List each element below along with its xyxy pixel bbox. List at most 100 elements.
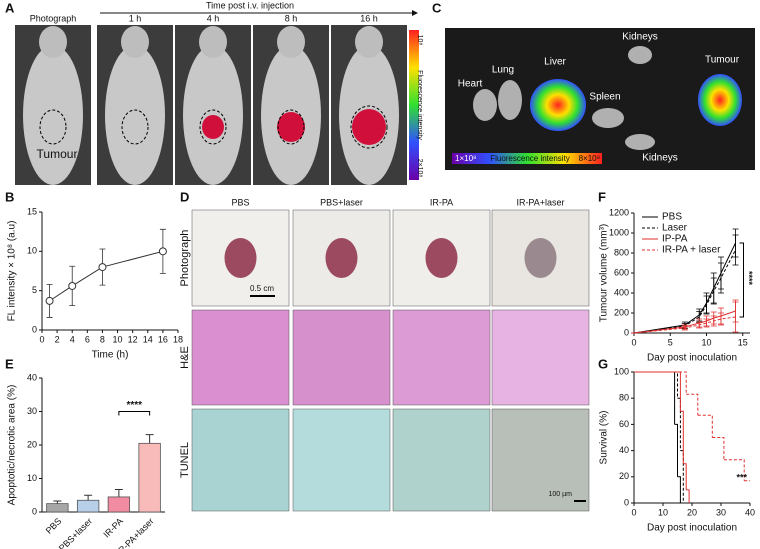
significance-bracket	[118, 411, 151, 416]
layout	[15, 25, 755, 512]
mouse-head	[121, 26, 149, 58]
error-bar	[710, 315, 717, 327]
y-tick-label: 0	[624, 497, 629, 507]
organ	[628, 46, 652, 64]
column-label: IR-PA+laser	[516, 197, 564, 207]
annotation: ***	[736, 472, 747, 482]
series-line	[633, 249, 736, 334]
tumour-outline	[350, 105, 388, 149]
mouse-head	[277, 26, 305, 58]
column-label: PBS	[231, 197, 249, 207]
x-tick-label: 10	[113, 334, 123, 344]
x-tick-label: 16	[158, 334, 168, 344]
x-tick-label: PBS+laser	[57, 516, 94, 549]
panel-label: D	[180, 189, 189, 204]
organ	[530, 79, 586, 131]
x-tick-label: 30	[716, 507, 726, 517]
organ	[498, 80, 522, 120]
error-bar	[114, 489, 123, 497]
y-tick-label: 80	[619, 393, 629, 403]
y-tick-label: 400	[614, 287, 629, 297]
fluorescence	[352, 109, 386, 145]
colorbar	[409, 30, 419, 180]
fluorescence	[202, 115, 224, 139]
colorbar-bottom: 2×10⁸	[416, 159, 423, 178]
y-tick-label: 0	[624, 327, 629, 337]
mouse-head	[199, 26, 227, 58]
x-tick-label: 18	[173, 334, 183, 344]
step-segment	[674, 423, 678, 477]
tumour-outline	[199, 109, 227, 145]
x-tick-label: 4	[70, 334, 75, 344]
organ-label: Spleen	[589, 92, 620, 103]
bar	[46, 503, 69, 513]
x-tick-label: 15	[738, 337, 748, 347]
mouse-head	[355, 26, 383, 58]
legend-label: IP-PA	[662, 234, 688, 245]
y-axis-label: Apoptotic/necrotic area (%)	[7, 385, 18, 506]
scale-bar-label: 100 µm	[549, 491, 573, 498]
colorbar-title: Fluorescence intensity	[490, 154, 570, 163]
time-label: 8 h	[285, 13, 298, 23]
time-label: 4 h	[207, 13, 220, 23]
step-segment	[712, 437, 725, 460]
error-bar	[703, 295, 710, 315]
y-axis-label: Tumour volume (mm³)	[599, 224, 610, 323]
error-bar	[732, 301, 739, 333]
y-tick-label: 20	[619, 471, 629, 481]
step-segment	[686, 393, 699, 416]
tumour-outline	[121, 109, 149, 145]
marker	[98, 263, 107, 272]
marker	[45, 296, 54, 305]
error-bar	[84, 494, 93, 501]
image	[292, 309, 391, 406]
panel-label: E	[5, 356, 14, 371]
y-tick-label: 20	[27, 439, 37, 449]
marker	[68, 281, 77, 290]
panel-label: C	[432, 0, 442, 15]
step-segment	[634, 371, 687, 395]
y-tick-label: 600	[614, 267, 629, 277]
y-tick-label: 40	[27, 372, 37, 382]
step-segment	[634, 371, 681, 412]
x-tick-label: 10	[658, 507, 668, 517]
x-tick-label: 10	[701, 337, 711, 347]
panel-label: G	[598, 356, 608, 371]
x-tick-label: 0	[631, 337, 636, 347]
organ	[592, 108, 624, 128]
scale-bar-label: 0.5 cm	[250, 284, 274, 293]
error-bar	[703, 318, 710, 328]
y-tick-label: 60	[619, 419, 629, 429]
arrow-label: Time post i.v. injection	[206, 0, 294, 10]
arrow-head	[412, 10, 418, 16]
error-bar	[732, 234, 739, 266]
y-tick-label: 0	[32, 324, 37, 334]
y-tick-label: 30	[27, 406, 37, 416]
annotation: ****	[744, 271, 754, 286]
image	[392, 408, 491, 512]
organ	[625, 134, 655, 150]
row-label: H&E	[179, 346, 191, 369]
organ-label: Kidneys	[642, 153, 678, 164]
significance-bracket	[739, 242, 744, 318]
colorbar-min: 1×10⁸	[455, 154, 476, 163]
legend-label: PBS	[662, 212, 682, 223]
step-segment	[697, 414, 713, 438]
organ	[473, 89, 497, 121]
error-bar	[718, 312, 724, 326]
x-tick-label: 2	[55, 334, 60, 344]
y-axis-label: FL intensity × 10⁸ (a.u)	[7, 221, 18, 322]
organ-label: Heart	[458, 79, 483, 90]
y-tick-label: 15	[27, 206, 37, 216]
row-label: Photograph	[179, 230, 191, 287]
y-tick-label: 200	[614, 307, 629, 317]
step-segment	[634, 371, 678, 399]
time-label: 16 h	[360, 13, 378, 23]
y-tick-label: 1000	[609, 227, 629, 237]
x-tick-label: IR-PA	[101, 516, 125, 540]
y-tick-label: 40	[619, 445, 629, 455]
image	[292, 408, 391, 512]
y-tick-label: 1200	[609, 207, 629, 217]
y-tick-label: 800	[614, 247, 629, 257]
